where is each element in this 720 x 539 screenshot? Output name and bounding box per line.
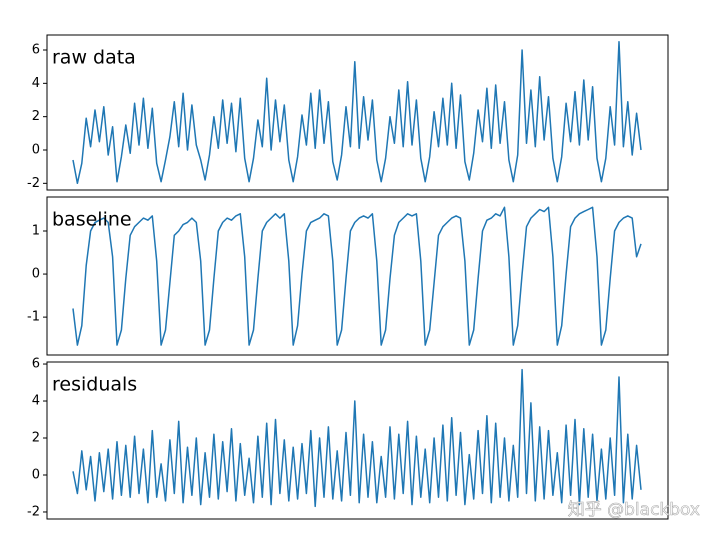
- axes-frame: [46, 361, 669, 520]
- y-tick-label: 0: [32, 143, 40, 158]
- y-tick-label: 6: [32, 357, 40, 372]
- watermark: 知乎 @blackbox: [568, 500, 700, 520]
- panel-label: baseline: [52, 209, 132, 231]
- data-line: [72, 368, 642, 508]
- y-tick-label: -2: [27, 176, 40, 191]
- axes-frame: [46, 34, 669, 191]
- panel-label: raw data: [52, 47, 136, 69]
- y-tick-label: 6: [32, 43, 40, 58]
- data-line: [72, 40, 642, 185]
- data-line: [72, 206, 642, 346]
- y-tick-label: 2: [32, 109, 40, 124]
- y-tick-label: 0: [32, 467, 40, 482]
- y-tick-label: -1: [27, 310, 40, 325]
- y-tick-label: 1: [32, 224, 40, 239]
- y-tick-label: 0: [32, 267, 40, 282]
- panel-label: residuals: [52, 374, 137, 396]
- y-tick-label: -2: [27, 504, 40, 519]
- y-tick-label: 4: [32, 76, 40, 91]
- axes-frame: [46, 196, 669, 356]
- y-tick-label: 4: [32, 394, 40, 409]
- y-tick-label: 2: [32, 431, 40, 446]
